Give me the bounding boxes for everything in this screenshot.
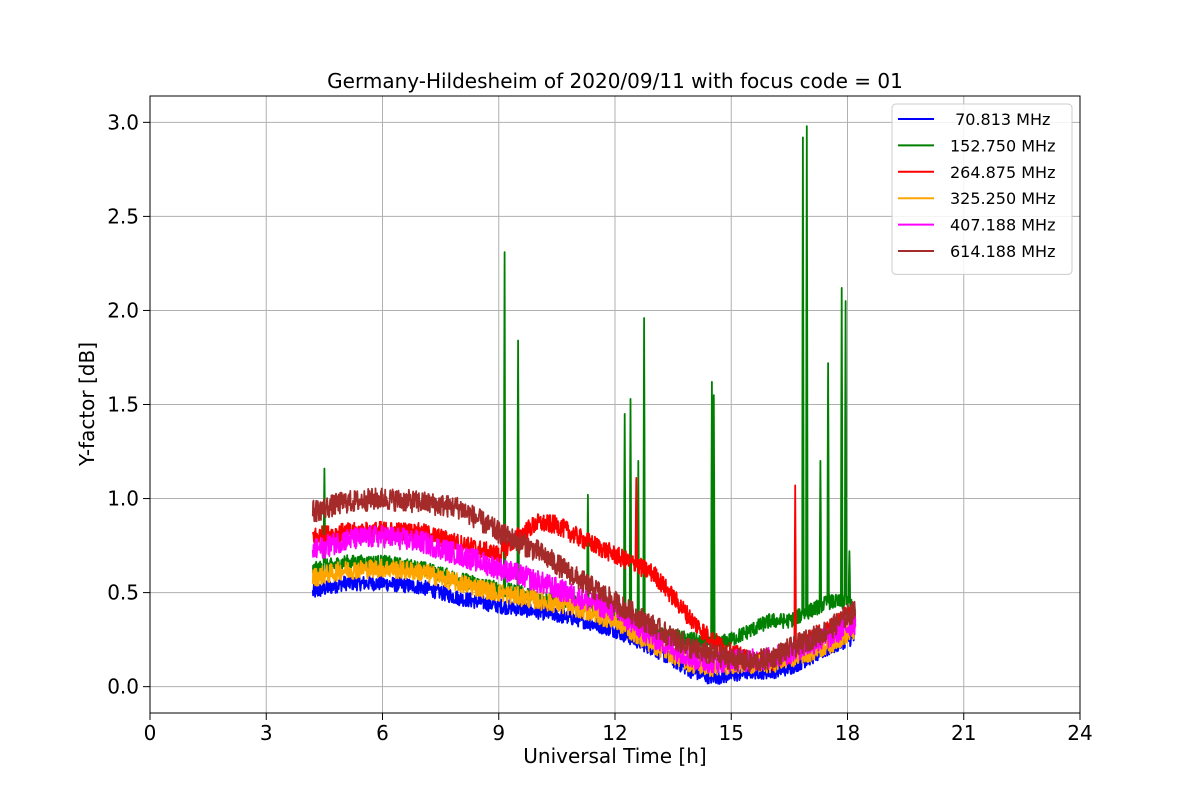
x-tick-label: 12 [602,721,627,745]
y-tick-label: 1.5 [107,393,139,417]
legend-box [891,103,1073,275]
y-axis-label: Y-factor [dB] [75,342,99,467]
x-tick-label: 9 [492,721,505,745]
x-tick-label: 21 [951,721,976,745]
chart-title: Germany-Hildesheim of 2020/09/11 with fo… [327,69,903,93]
legend-label: 264.875 MHz [950,163,1055,182]
x-tick-label: 15 [719,721,744,745]
y-tick-label: 2.5 [107,204,139,228]
legend-label: 152.750 MHz [950,136,1055,155]
y-tick-label: 1.0 [107,487,139,511]
x-axis-label: Universal Time [h] [523,744,706,768]
legend-label: 407.188 MHz [950,216,1055,235]
x-tick-label: 18 [835,721,860,745]
legend-label: 325.250 MHz [950,189,1055,208]
legend-label: 614.188 MHz [950,242,1055,261]
series-line [311,487,857,673]
legend-label: 70.813 MHz [950,110,1050,129]
x-tick-label: 0 [144,721,157,745]
x-tick-label: 3 [260,721,273,745]
x-tick-label: 6 [376,721,389,745]
x-tick-label: 24 [1067,721,1092,745]
y-tick-label: 0.5 [107,581,139,605]
y-tick-label: 3.0 [107,110,139,134]
ticks: 0 3 6 9 12 15 18 21 24 0.0 0.5 1.0 1.5 2.0 2.5 3.0 [107,110,1093,745]
y-tick-label: 2.0 [107,298,139,322]
y-tick-label: 0.0 [107,675,139,699]
legend: 70.813 MHz 152.750 MHz 264.875 MHz 325.250 … [891,103,1073,275]
series-layer [311,125,857,685]
